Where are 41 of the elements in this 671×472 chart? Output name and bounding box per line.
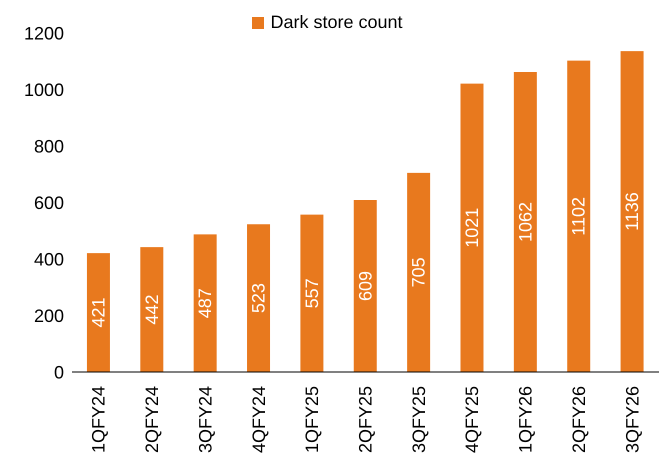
x-tick-label: 3QFY25 [408, 386, 429, 454]
bar [194, 234, 217, 372]
data-label: 557 [302, 278, 322, 308]
data-label: 1136 [622, 192, 642, 231]
data-label: 442 [142, 294, 162, 325]
x-tick-label: 3QFY24 [195, 386, 216, 454]
data-label: 705 [408, 257, 429, 288]
bar [407, 172, 430, 372]
y-tick-label: 1200 [24, 23, 64, 44]
data-label: 421 [88, 298, 108, 328]
y-tick-label: 800 [34, 136, 64, 156]
bar [140, 247, 164, 372]
bar [354, 200, 377, 372]
x-tick-label: 2QFY24 [142, 386, 162, 454]
data-label: 1062 [515, 202, 536, 242]
data-label: 1102 [568, 196, 589, 236]
x-tick-label: 2QFY26 [568, 386, 589, 454]
legend-label: Dark store count [269, 12, 403, 33]
data-label: 487 [195, 288, 216, 318]
y-tick-label: 1000 [24, 80, 64, 100]
data-label: 609 [355, 270, 376, 301]
bar [567, 60, 590, 372]
bar [86, 253, 110, 372]
x-tick-label: 3QFY26 [622, 386, 642, 454]
y-tick-label: 600 [34, 192, 64, 213]
x-tick-label: 4QFY25 [462, 386, 482, 454]
bar [300, 214, 324, 372]
bar [460, 84, 484, 372]
y-tick-label: 0 [54, 362, 64, 382]
data-label: 523 [248, 283, 269, 314]
bar [514, 72, 537, 372]
bar [620, 51, 644, 372]
y-tick-label: 200 [34, 306, 64, 326]
x-tick-label: 1QFY25 [302, 386, 322, 454]
data-label: 1021 [462, 208, 482, 248]
x-tick-label: 4QFY24 [248, 386, 269, 454]
x-tick-label: 1QFY24 [88, 386, 109, 454]
x-tick-label: 1QFY26 [516, 386, 536, 454]
bar [247, 224, 270, 372]
x-tick-label: 2QFY25 [356, 386, 376, 454]
y-tick-label: 400 [34, 249, 64, 270]
